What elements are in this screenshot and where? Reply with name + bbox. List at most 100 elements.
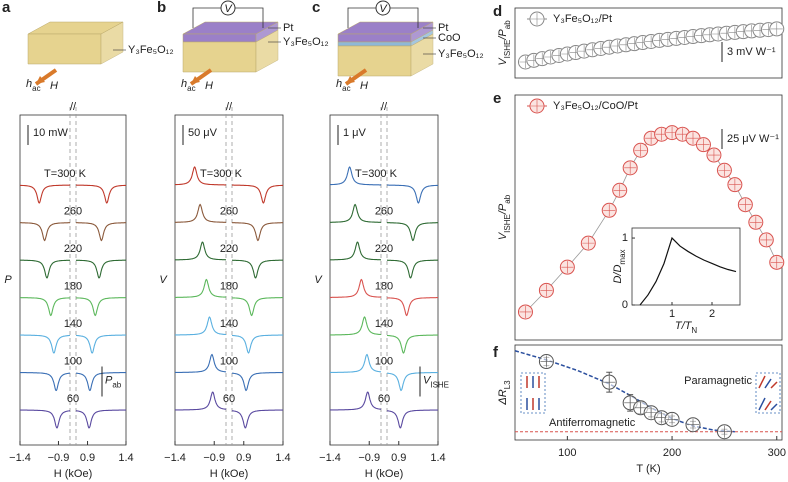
y-axis-label-part: V: [497, 231, 509, 240]
inset-x-label-part: N: [691, 326, 697, 335]
schematic: [27, 21, 124, 65]
marker-cross: [687, 418, 699, 431]
plot-frame: [329, 114, 439, 446]
trace-label: 220: [64, 243, 82, 255]
block-front: [337, 33, 412, 43]
trace-label: 260: [375, 205, 393, 217]
x-tick-label: 1.4: [118, 452, 133, 464]
marker-cross: [624, 396, 637, 409]
x-tick-label: 100: [558, 447, 576, 459]
x-tick-label: 0.9: [236, 452, 251, 464]
block-side: [255, 29, 279, 73]
annotation-part: ISHE: [430, 380, 449, 389]
marker-cross: [540, 284, 553, 297]
trace: [20, 409, 126, 429]
break-mark: //: [70, 101, 77, 113]
break-mark: //: [226, 101, 233, 113]
inset-y-label-part: max: [618, 249, 627, 264]
hac-label: hac: [26, 78, 41, 93]
spin-box: [520, 372, 546, 414]
hac-part: ac: [342, 84, 350, 93]
x-tick-label: −1.4: [9, 452, 31, 464]
h-label: H: [360, 80, 368, 92]
hac-part: h: [26, 78, 32, 90]
trace-label: 60: [378, 393, 390, 405]
trace: [330, 203, 438, 242]
hac-part: h: [181, 78, 187, 90]
legend-label: Y₃Fe₅O₁₂/Pt: [553, 13, 612, 25]
y-axis-label: VISHE/Pab: [497, 20, 512, 66]
trace-label: 100: [375, 355, 393, 367]
trace-label: T=300 K: [200, 168, 243, 180]
trace: [175, 278, 283, 317]
marker-cross: [603, 204, 616, 217]
hac-part: h: [336, 78, 342, 90]
plot-frame: [514, 344, 783, 441]
field-arrow-head: [191, 76, 200, 84]
trace: [174, 166, 284, 204]
trace-label: 140: [375, 318, 393, 330]
inset-y-tick-label: 1: [622, 232, 628, 244]
trace: [329, 166, 439, 204]
inset-x-label-part: T/T: [675, 320, 693, 332]
marker-cross: [531, 100, 543, 112]
marker-cross: [603, 376, 616, 389]
marker-cross: [634, 401, 647, 414]
voltmeter-label: V: [224, 3, 233, 15]
marker-cross: [540, 355, 553, 368]
scale-bar-label: 10 mW: [33, 127, 68, 139]
x-axis-label: T (K): [636, 463, 660, 475]
y-axis-label-part: /P: [497, 203, 509, 215]
trace-label: 260: [220, 205, 238, 217]
scale-bar-label: 3 mV W⁻¹: [727, 46, 776, 58]
inset-line: [639, 236, 737, 306]
panel-label: d: [493, 3, 502, 20]
trace: [175, 391, 283, 429]
panel-label: e: [493, 90, 501, 107]
x-tick-label: 0.9: [391, 452, 406, 464]
marker-cross: [634, 144, 647, 157]
marker-cross: [519, 305, 532, 318]
trace: [330, 353, 438, 392]
layer-label: Pt: [438, 22, 448, 34]
spin: [770, 403, 778, 411]
scale-bar-label: 50 μV: [188, 127, 218, 139]
y-axis-label-part: L3: [503, 380, 512, 389]
field-arrow-head: [36, 76, 45, 84]
trace-label: 180: [220, 280, 238, 292]
marker-cross: [697, 138, 710, 151]
x-tick-label: 1.4: [430, 452, 445, 464]
trace-label: T=300 K: [44, 168, 87, 180]
x-tick-label: 0.9: [80, 452, 95, 464]
trace: [20, 297, 126, 317]
marker-cross: [728, 178, 741, 191]
scale-bar-label: 1 μV: [343, 127, 367, 139]
plot-frame: [514, 94, 783, 341]
trace: [19, 184, 127, 204]
x-axis-label: H (kOe): [365, 468, 404, 480]
trace: [175, 316, 283, 354]
trace: [330, 391, 438, 429]
trace-label: T=300 K: [355, 168, 398, 180]
trace: [175, 353, 283, 392]
inset-y-label: D/Dmax: [612, 249, 627, 283]
y-axis-label-part: /P: [497, 29, 509, 41]
marker-cross: [561, 261, 574, 274]
x-tick-label: −0.9: [48, 452, 70, 464]
marker-cross: [718, 425, 731, 438]
spin: [764, 400, 772, 411]
block-front: [182, 41, 257, 73]
x-tick-label: −0.9: [358, 452, 380, 464]
marker-cross: [707, 149, 720, 162]
inset-x-tick-label: 2: [709, 308, 715, 320]
layer-label: Y₃Fe₅O₁₂: [128, 44, 174, 56]
trace: [175, 203, 283, 242]
trace: [330, 278, 438, 317]
layer-label: Pt: [283, 22, 293, 34]
trace-label: 140: [64, 318, 82, 330]
y-axis-label: P: [4, 274, 12, 286]
x-tick-label: 300: [768, 447, 786, 459]
plot-frame: [19, 114, 127, 446]
trace-label: 60: [223, 393, 235, 405]
block-front: [182, 33, 257, 43]
